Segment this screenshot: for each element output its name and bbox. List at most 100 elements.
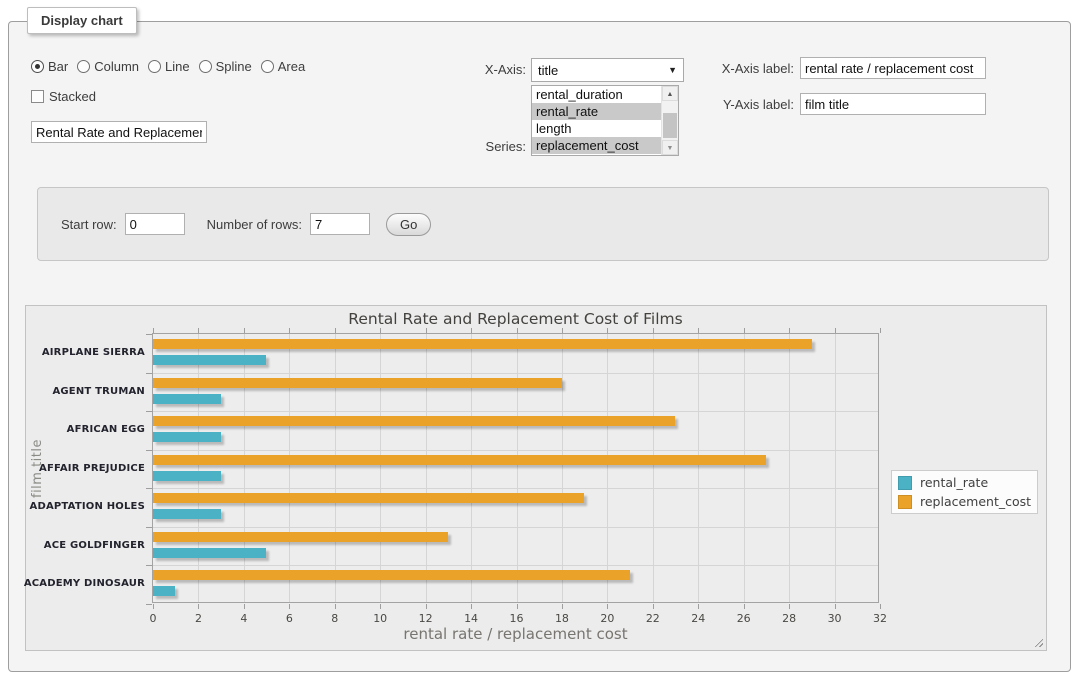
x-tick-mark	[426, 604, 427, 609]
category-label: ACADEMY DINOSAUR	[13, 565, 145, 604]
y-axis-label-field-label: Y-Axis label:	[644, 97, 794, 112]
bar-rental_rate	[153, 586, 175, 596]
gridline	[153, 450, 878, 451]
chart-type-radio-label: Spline	[216, 59, 252, 74]
series-option-rental_rate[interactable]: rental_rate	[532, 103, 661, 120]
gridline	[517, 334, 518, 602]
y-tick-mark	[146, 373, 152, 374]
gridline	[244, 334, 245, 602]
y-tick-mark	[146, 334, 152, 335]
chart-title: Rental Rate and Replacement Cost of Film…	[152, 310, 879, 328]
category-label: AFFAIR PREJUDICE	[13, 450, 145, 489]
bar-replacement_cost	[153, 570, 630, 580]
x-tick-label: 26	[729, 612, 759, 625]
series-option-replacement_cost[interactable]: replacement_cost	[532, 137, 661, 154]
bar-rental_rate	[153, 355, 266, 365]
x-tick-mark	[835, 328, 836, 333]
x-axis-label-input[interactable]	[800, 57, 986, 79]
x-tick-mark	[653, 328, 654, 333]
bar-replacement_cost	[153, 339, 812, 349]
x-tick-label: 16	[502, 612, 532, 625]
x-tick-label: 18	[547, 612, 577, 625]
x-tick-mark	[335, 604, 336, 609]
x-tick-mark	[153, 604, 154, 609]
stacked-label: Stacked	[49, 89, 96, 104]
x-tick-mark	[517, 604, 518, 609]
series-multiselect[interactable]: rental_durationrental_ratelengthreplacem…	[531, 85, 679, 156]
start-row-input[interactable]	[125, 213, 185, 235]
gridline	[789, 334, 790, 602]
gridline	[335, 334, 336, 602]
x-tick-label: 28	[774, 612, 804, 625]
chart-type-radio-column[interactable]: Column	[77, 59, 139, 74]
radio-icon[interactable]	[199, 60, 212, 73]
bar-rental_rate	[153, 432, 221, 442]
x-tick-mark	[517, 328, 518, 333]
gridline	[153, 527, 878, 528]
y-axis-label-input[interactable]	[800, 93, 986, 115]
category-label: AGENT TRUMAN	[13, 373, 145, 412]
x-tick-mark	[198, 328, 199, 333]
x-tick-mark	[789, 328, 790, 333]
legend-swatch-icon	[898, 495, 912, 509]
legend-entry: rental_rate	[898, 475, 1031, 490]
x-tick-label: 6	[274, 612, 304, 625]
chart-title-input[interactable]	[31, 121, 207, 143]
stacked-checkbox-row[interactable]: Stacked	[31, 89, 96, 104]
chart-type-radio-line[interactable]: Line	[148, 59, 190, 74]
x-tick-label: 14	[456, 612, 486, 625]
legend-label: replacement_cost	[920, 494, 1031, 509]
category-label: AIRPLANE SIERRA	[13, 334, 145, 373]
x-tick-mark	[880, 328, 881, 333]
plot-area: 02468101214161820222426283032AIRPLANE SI…	[152, 333, 879, 603]
x-tick-mark	[698, 604, 699, 609]
x-tick-mark	[744, 604, 745, 609]
bar-replacement_cost	[153, 416, 675, 426]
x-tick-label: 10	[365, 612, 395, 625]
bar-replacement_cost	[153, 455, 766, 465]
chart-type-radio-spline[interactable]: Spline	[199, 59, 252, 74]
x-tick-mark	[562, 604, 563, 609]
x-tick-label: 30	[820, 612, 850, 625]
chart-type-radio-label: Area	[278, 59, 305, 74]
x-axis-field-label: X-Axis:	[446, 62, 526, 77]
gridline	[698, 334, 699, 602]
gridline	[153, 565, 878, 566]
radio-icon[interactable]	[77, 60, 90, 73]
resize-handle-icon[interactable]	[1032, 636, 1043, 647]
x-tick-mark	[471, 604, 472, 609]
chart-x-axis-label: rental rate / replacement cost	[152, 625, 879, 643]
scroll-down-icon[interactable]: ▼	[662, 140, 678, 155]
series-option-length[interactable]: length	[532, 120, 661, 137]
series-option-rental_duration[interactable]: rental_duration	[532, 86, 661, 103]
gridline	[653, 334, 654, 602]
x-tick-label: 8	[320, 612, 350, 625]
chart-type-radio-area[interactable]: Area	[261, 59, 305, 74]
stacked-checkbox[interactable]	[31, 90, 44, 103]
series-options: rental_durationrental_ratelengthreplacem…	[532, 86, 661, 155]
bar-replacement_cost	[153, 532, 448, 542]
x-tick-mark	[426, 328, 427, 333]
y-tick-mark	[146, 488, 152, 489]
radio-icon[interactable]	[261, 60, 274, 73]
x-tick-mark	[607, 604, 608, 609]
y-tick-mark	[146, 527, 152, 528]
number-of-rows-label: Number of rows:	[207, 217, 302, 232]
x-tick-mark	[880, 604, 881, 609]
gridline	[153, 411, 878, 412]
chart-type-radio-bar[interactable]: Bar	[31, 59, 68, 74]
legend-entry: replacement_cost	[898, 494, 1031, 509]
bar-replacement_cost	[153, 493, 584, 503]
x-tick-mark	[380, 604, 381, 609]
radio-icon[interactable]	[31, 60, 44, 73]
gridline	[153, 488, 878, 489]
y-tick-mark	[146, 604, 152, 605]
scrollbar-thumb[interactable]	[663, 113, 677, 138]
x-tick-mark	[153, 328, 154, 333]
x-tick-mark	[244, 328, 245, 333]
go-button[interactable]: Go	[386, 213, 431, 236]
radio-icon[interactable]	[148, 60, 161, 73]
number-of-rows-input[interactable]	[310, 213, 370, 235]
gridline	[562, 334, 563, 602]
x-tick-mark	[789, 604, 790, 609]
